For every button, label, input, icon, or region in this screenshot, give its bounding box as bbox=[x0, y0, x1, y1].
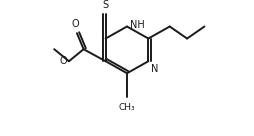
Text: NH: NH bbox=[130, 20, 145, 30]
Text: N: N bbox=[151, 64, 158, 74]
Text: O: O bbox=[72, 19, 80, 29]
Text: S: S bbox=[103, 1, 109, 10]
Text: O: O bbox=[60, 56, 68, 66]
Text: CH₃: CH₃ bbox=[119, 103, 135, 112]
